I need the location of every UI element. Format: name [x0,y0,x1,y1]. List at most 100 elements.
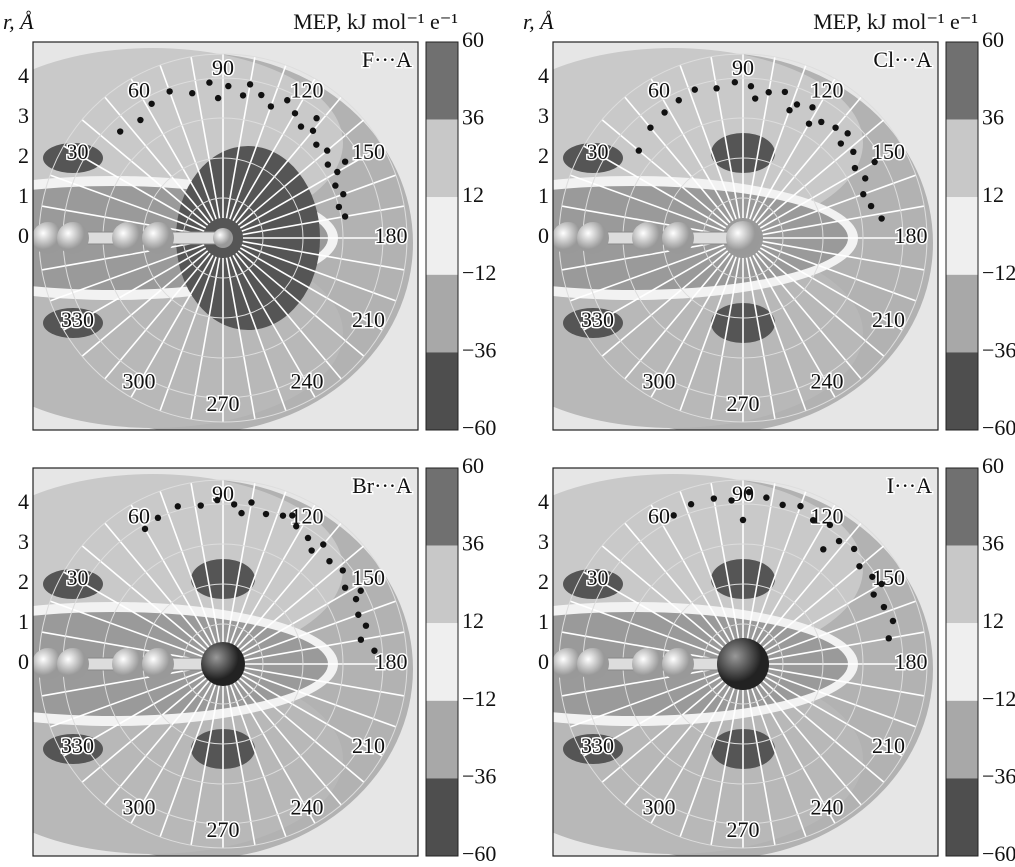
theta-tick-label: 180 [895,649,928,674]
colorbar-tick-label: 12 [982,608,1004,633]
colorbar-tick-label: −12 [462,260,496,285]
panel: 01234306090120150180210240270300330I···A… [408,453,1015,862]
data-point [358,588,364,594]
theta-tick-label: 300 [643,369,676,394]
theta-tick-label: 150 [352,139,385,164]
r-tick-label: 3 [538,103,549,128]
data-point [231,501,237,507]
theta-tick-label: 330 [61,307,94,332]
data-point [862,175,868,181]
colorbar-tick-label: 36 [462,531,484,556]
theta-tick-label: 30 [587,139,609,164]
panel: 01234306090120150180210240270300330F···A… [0,9,496,440]
data-point [692,86,698,92]
data-point [732,79,738,85]
theta-tick-label: 240 [291,795,324,820]
r-tick-label: 4 [18,63,29,88]
panel-title: I···A [887,473,932,498]
data-point [728,497,734,503]
atom [112,222,144,254]
data-point [305,535,311,541]
data-point [779,502,785,508]
atom [112,648,144,680]
data-point [806,120,812,126]
data-point [289,512,295,518]
colorbar-tick-label: 12 [982,182,1004,207]
colorbar-band [946,623,978,701]
theta-tick-label: 90 [732,55,754,80]
colorbar-band [946,701,978,779]
colorbar-band [426,275,458,353]
colorbar-band [946,42,978,120]
theta-tick-label: 60 [648,78,670,103]
data-point [340,191,346,197]
data-point [850,149,856,155]
data-point [852,165,858,171]
theta-tick-label: 210 [872,307,905,332]
colorbar-tick-label: −12 [462,686,496,711]
data-point [175,503,181,509]
colorbar-band [426,197,458,275]
data-point [832,124,838,130]
colorbar-band [946,468,978,546]
colorbar-tick-label: −12 [982,686,1015,711]
data-point [293,523,299,529]
data-point [869,574,875,580]
colorbar-tick-label: 36 [462,105,484,130]
data-point [763,494,769,500]
colorbar-band [426,42,458,120]
theta-tick-label: 180 [375,649,408,674]
theta-tick-label: 270 [207,391,240,416]
colorbar-band [946,778,978,856]
data-point [214,497,220,503]
data-point [268,103,274,109]
theta-tick-label: 180 [895,223,928,248]
theta-tick-label: 120 [811,78,844,103]
data-point [748,83,754,89]
data-point [225,83,231,89]
data-point [886,635,892,641]
mep-map [0,468,418,859]
halogen-atom [213,228,233,248]
mep-map [0,42,418,433]
theta-tick-label: 270 [207,817,240,842]
atom [662,648,694,680]
colorbar-band [946,275,978,353]
colorbar-band [426,120,458,198]
data-point [844,130,850,136]
data-point [332,182,338,188]
r-tick-label: 1 [18,609,29,634]
colorbar-tick-label: −60 [462,841,496,862]
r-tick-label: 3 [18,103,29,128]
theta-tick-label: 330 [581,307,614,332]
data-point [794,101,800,107]
r-tick-label: 4 [18,489,29,514]
r-tick-label: 1 [538,183,549,208]
colorbar-tick-label: 12 [462,608,484,633]
r-tick-label: 0 [538,649,549,674]
colorbar-label: MEP, kJ mol⁻¹ e⁻¹ [813,9,978,34]
colorbar-tick-label: 60 [462,453,484,478]
data-point [313,141,319,147]
r-tick-label: 2 [18,143,29,168]
atom [577,648,609,680]
theta-tick-label: 30 [67,139,89,164]
theta-tick-label: 30 [67,565,89,590]
data-point [280,512,286,518]
data-point [240,92,246,98]
r-tick-label: 2 [538,143,549,168]
atom [142,648,174,680]
panel-title: F···A [362,47,412,72]
data-point [342,584,348,590]
data-point [363,622,369,628]
r-axis-label: r, Å [3,9,34,34]
theta-tick-label: 60 [128,78,150,103]
colorbar-band [426,352,458,430]
theta-tick-label: 120 [291,78,324,103]
halogen-atom [726,221,760,255]
data-point [342,158,348,164]
atom [632,222,664,254]
data-point [851,546,857,552]
theta-tick-label: 300 [123,795,156,820]
theta-tick-label: 150 [352,565,385,590]
